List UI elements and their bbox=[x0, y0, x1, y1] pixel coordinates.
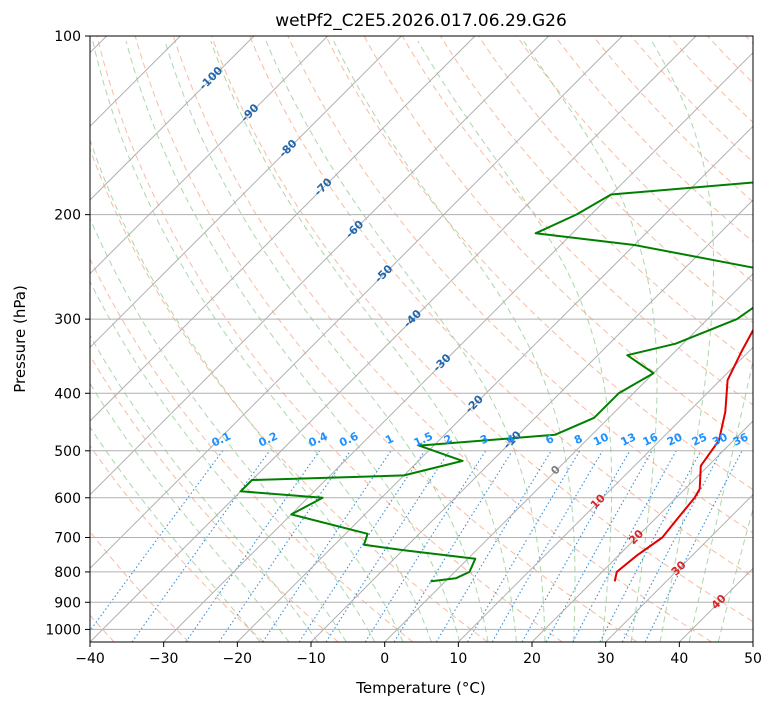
profiles bbox=[239, 181, 753, 583]
isotherm-line bbox=[90, 36, 255, 201]
dry-adiabat-line bbox=[630, 36, 753, 163]
mixing-ratio-line bbox=[364, 450, 487, 642]
moist-adiabat-line bbox=[651, 40, 715, 642]
isotherm-line bbox=[90, 36, 623, 570]
moist-adiabat-line bbox=[90, 382, 290, 642]
mixing-ratio-line bbox=[521, 450, 631, 642]
dry-adiabat-line bbox=[592, 36, 753, 203]
dry-adiabats bbox=[90, 36, 753, 642]
isotherm-line bbox=[531, 420, 753, 642]
temperature-profile-line bbox=[613, 328, 753, 582]
y-tick-label: 1000 bbox=[45, 622, 81, 638]
x-tick-label: −20 bbox=[223, 651, 253, 667]
dry-adiabat-line bbox=[401, 36, 753, 406]
y-tick-label: 100 bbox=[54, 29, 81, 45]
x-tick-label: 30 bbox=[597, 651, 615, 667]
moist-adiabat-line bbox=[90, 426, 261, 642]
mixing-ratio-line bbox=[185, 450, 321, 642]
mixing-ratio-lines bbox=[90, 450, 743, 642]
mixing-ratio-line bbox=[393, 450, 513, 642]
isotherm-line bbox=[605, 493, 753, 642]
y-tick-label: 400 bbox=[54, 386, 81, 402]
plot-frame bbox=[89, 35, 754, 643]
x-axis: −40 −30 −20 −10 0 10 20 30 40 50 bbox=[75, 642, 762, 667]
mixing-ratio-label: 30 bbox=[710, 430, 730, 448]
x-tick-label: 20 bbox=[523, 651, 541, 667]
moist-adiabat-line bbox=[164, 40, 489, 642]
y-tick-label: 800 bbox=[54, 565, 81, 581]
mixing-ratio-line bbox=[491, 450, 603, 642]
mixing-ratio-line bbox=[218, 450, 351, 642]
chart-title: wetPf2_C2E5.2026.017.06.29.G26 bbox=[275, 11, 567, 31]
isotherm-line bbox=[90, 36, 550, 496]
y-tick-label: 700 bbox=[54, 531, 81, 547]
isotherm-line bbox=[90, 36, 402, 349]
isotherm-line bbox=[90, 36, 329, 275]
mixing-ratio-line bbox=[435, 450, 552, 642]
dry-adiabat-line bbox=[134, 36, 638, 642]
dry-adiabat-line bbox=[325, 36, 753, 491]
dry-adiabat-line bbox=[249, 36, 753, 578]
isotherm-line bbox=[90, 36, 476, 422]
mixing-ratio-label: 20 bbox=[665, 430, 685, 448]
x-axis-label: Temperature (°C) bbox=[355, 679, 485, 697]
dry-adiabat-line bbox=[478, 36, 753, 324]
isotherm-line bbox=[236, 125, 753, 642]
mixing-ratio-label: 36 bbox=[731, 430, 751, 448]
y-tick-label: 500 bbox=[54, 444, 81, 460]
x-tick-label: 10 bbox=[449, 651, 467, 667]
isotherm-line bbox=[163, 51, 753, 642]
y-axis-label: Pressure (hPa) bbox=[11, 285, 29, 393]
mixing-ratio-label: 13 bbox=[619, 431, 638, 449]
y-tick-label: 200 bbox=[54, 208, 81, 224]
x-tick-label: −40 bbox=[75, 651, 105, 667]
moist-adiabat-line bbox=[90, 334, 319, 642]
isotherm-line bbox=[752, 641, 753, 642]
moist-adiabat-line bbox=[717, 506, 753, 642]
moist-adiabat-line bbox=[333, 40, 576, 642]
isotherm-line bbox=[90, 36, 697, 642]
x-tick-label: −10 bbox=[296, 651, 326, 667]
mixing-ratio-line bbox=[325, 450, 451, 642]
moist-adiabat-line bbox=[210, 40, 517, 642]
dry-adiabat-line bbox=[172, 36, 712, 642]
y-tick-label: 900 bbox=[54, 595, 81, 611]
moist-adiabat-line bbox=[265, 40, 546, 642]
pressure-gridlines bbox=[90, 36, 753, 630]
x-tick-label: 0 bbox=[380, 651, 389, 667]
moist-adiabat-line bbox=[125, 40, 461, 642]
isotherm-line bbox=[457, 346, 753, 642]
mixing-ratio-label: 10 bbox=[591, 430, 611, 448]
x-tick-label: 40 bbox=[670, 651, 688, 667]
dewpoint-profile-line bbox=[239, 181, 753, 583]
moist-adiabat-line bbox=[688, 358, 753, 642]
mixing-ratio-line bbox=[572, 450, 677, 642]
mixing-ratio-line bbox=[131, 450, 271, 642]
mixing-ratio-label: 16 bbox=[641, 430, 661, 448]
y-tick-label: 300 bbox=[54, 312, 81, 328]
dry-adiabat-line bbox=[96, 36, 563, 642]
dry-adiabat-line bbox=[211, 36, 753, 623]
dry-adiabat-line bbox=[90, 444, 264, 642]
dry-adiabat-line bbox=[516, 36, 753, 283]
moist-adiabat-line bbox=[90, 216, 376, 642]
x-tick-label: −30 bbox=[149, 651, 179, 667]
mixing-ratio-line bbox=[467, 450, 581, 642]
moist-adiabat-line bbox=[92, 40, 432, 642]
y-tick-label: 600 bbox=[54, 491, 81, 507]
x-tick-label: 50 bbox=[744, 651, 762, 667]
moist-adiabat-line bbox=[90, 138, 404, 642]
moist-adiabat-line bbox=[523, 40, 658, 642]
y-axis: 1000 900 800 700 600 500 400 300 200 100 bbox=[45, 29, 90, 638]
dry-adiabat-line bbox=[90, 257, 414, 642]
moist-adiabat-line bbox=[417, 40, 613, 642]
mixing-ratio-label: 25 bbox=[690, 431, 709, 449]
moist-adiabats bbox=[90, 40, 753, 642]
isotherm-line bbox=[310, 199, 753, 642]
plot-background bbox=[90, 36, 753, 642]
